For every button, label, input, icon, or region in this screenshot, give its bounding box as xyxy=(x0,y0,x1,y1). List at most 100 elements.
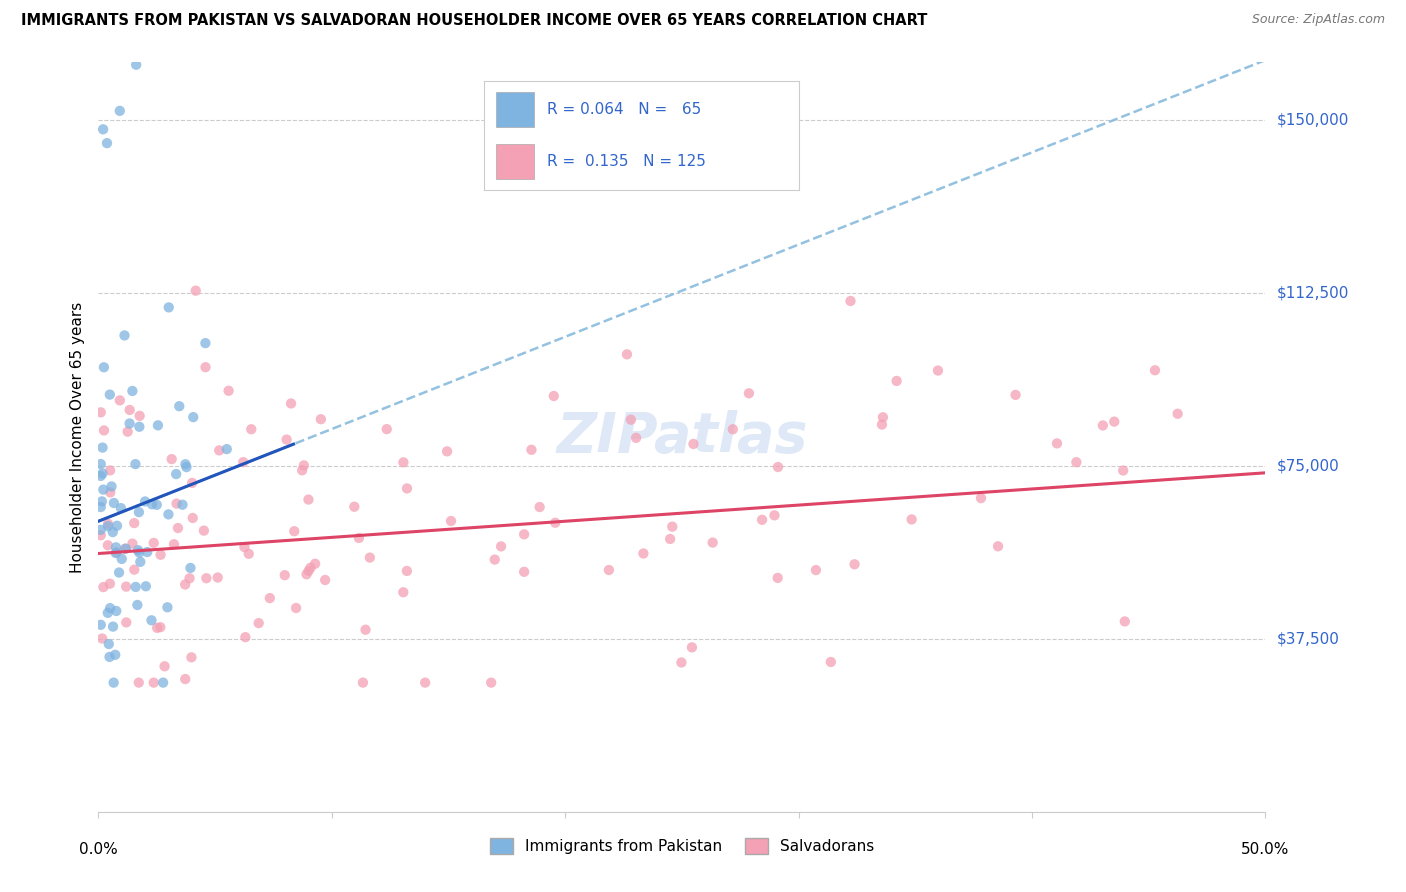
Point xyxy=(97,637,120,651)
Point xyxy=(274,568,297,582)
Point xyxy=(661,519,683,533)
Point xyxy=(114,541,136,556)
Point xyxy=(90,405,112,419)
Point xyxy=(304,557,326,571)
Point xyxy=(616,347,638,361)
Point xyxy=(1114,615,1136,629)
Point xyxy=(121,536,143,550)
Point xyxy=(93,424,115,438)
Point xyxy=(247,616,270,631)
Point xyxy=(392,455,415,469)
Text: Source: ZipAtlas.com: Source: ZipAtlas.com xyxy=(1251,13,1385,27)
Point xyxy=(839,293,862,308)
Point xyxy=(176,460,198,475)
Point xyxy=(97,606,120,620)
Point xyxy=(620,413,643,427)
Point xyxy=(193,524,215,538)
Point xyxy=(135,579,157,593)
Point xyxy=(436,444,458,458)
Point xyxy=(108,103,131,118)
Point xyxy=(128,675,150,690)
Point xyxy=(395,564,418,578)
Legend: Immigrants from Pakistan, Salvadorans: Immigrants from Pakistan, Salvadorans xyxy=(484,832,880,860)
Point xyxy=(529,500,551,514)
Point xyxy=(128,505,150,519)
Point xyxy=(298,564,321,578)
Point xyxy=(751,513,773,527)
Point xyxy=(671,656,693,670)
Point xyxy=(633,546,655,560)
Point xyxy=(721,422,744,436)
Point xyxy=(128,545,150,559)
Point xyxy=(174,577,197,591)
Point xyxy=(872,410,894,425)
Point xyxy=(738,386,761,401)
Point xyxy=(93,360,115,375)
Point xyxy=(104,546,127,560)
Point xyxy=(1004,388,1026,402)
Point xyxy=(927,363,949,377)
Point xyxy=(128,419,150,434)
Text: 50.0%: 50.0% xyxy=(1241,842,1289,857)
Point xyxy=(179,571,201,585)
Point xyxy=(146,498,169,512)
Point xyxy=(118,403,141,417)
Point xyxy=(90,528,112,542)
Point xyxy=(141,497,163,511)
Point xyxy=(194,336,217,351)
Point xyxy=(352,675,374,690)
Point xyxy=(215,442,238,456)
Point xyxy=(194,360,217,375)
Point xyxy=(167,521,190,535)
Point xyxy=(129,555,152,569)
Point xyxy=(90,523,112,537)
Text: $150,000: $150,000 xyxy=(1277,112,1348,128)
Point xyxy=(207,570,229,584)
Point xyxy=(184,284,207,298)
Point xyxy=(166,497,188,511)
Point xyxy=(90,494,112,508)
Point xyxy=(108,393,131,408)
Point xyxy=(115,580,138,594)
Text: ZIPatlas: ZIPatlas xyxy=(557,410,807,464)
Point xyxy=(127,598,149,612)
Point xyxy=(103,496,125,510)
Point xyxy=(1046,436,1069,450)
Point xyxy=(598,563,620,577)
Point xyxy=(153,659,176,673)
Point xyxy=(90,457,112,471)
Point xyxy=(125,580,148,594)
Point xyxy=(343,500,366,514)
Point xyxy=(763,508,786,523)
Point xyxy=(766,571,789,585)
Point xyxy=(98,485,121,500)
Point xyxy=(987,539,1010,553)
Point xyxy=(172,498,194,512)
Point xyxy=(91,483,114,497)
Point xyxy=(103,675,125,690)
Point xyxy=(240,422,263,436)
Point xyxy=(142,536,165,550)
Point xyxy=(232,455,254,469)
Point xyxy=(101,525,124,540)
Text: $75,000: $75,000 xyxy=(1277,458,1340,474)
Point xyxy=(291,463,314,477)
Point xyxy=(181,410,204,425)
Point xyxy=(285,601,308,615)
Point xyxy=(233,540,256,554)
Point xyxy=(165,467,187,481)
Point xyxy=(520,442,543,457)
Point xyxy=(280,396,302,410)
Point xyxy=(174,672,197,686)
Point xyxy=(359,550,381,565)
Point xyxy=(134,494,156,508)
Point xyxy=(804,563,827,577)
Point xyxy=(299,561,322,575)
Point xyxy=(900,512,922,526)
Point xyxy=(544,516,567,530)
Point xyxy=(167,399,190,413)
Point xyxy=(238,547,260,561)
Point xyxy=(395,482,418,496)
Point xyxy=(1066,455,1088,469)
Point xyxy=(163,537,186,551)
